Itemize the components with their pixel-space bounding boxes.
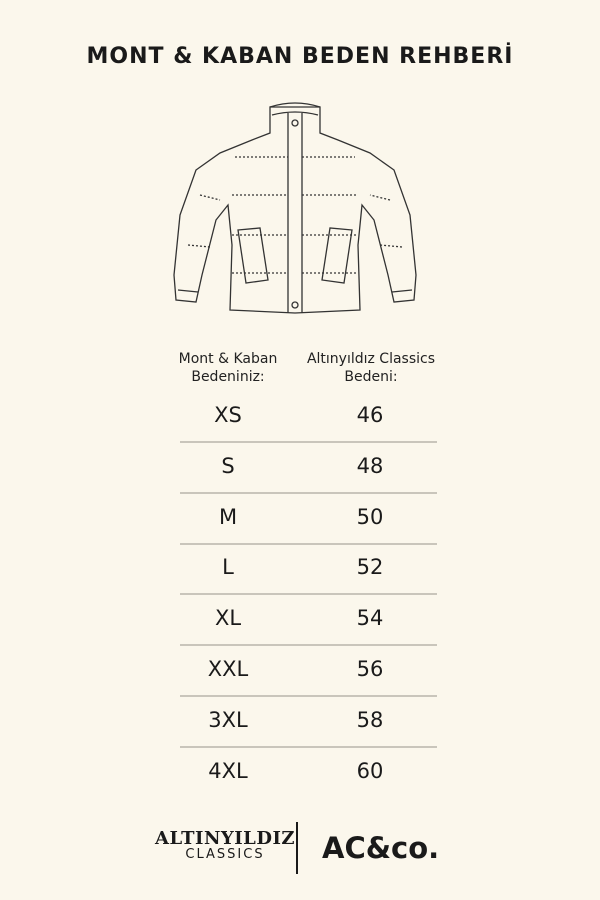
- puffer-jacket-illustration: [173, 102, 417, 314]
- altinyildiz-classics-logo: ALTINYILDIZ CLASSICS: [145, 828, 305, 862]
- logo1-main: ALTINYILDIZ: [154, 828, 296, 849]
- table-row: XL 54: [180, 593, 437, 647]
- ac-size: 54: [356, 606, 384, 631]
- your-size: XS: [214, 403, 242, 427]
- ac-size: 46: [356, 403, 384, 427]
- your-size: L: [222, 555, 234, 580]
- header-right-line1: Altınyıldız Classics: [306, 351, 436, 367]
- table-row: 3XL 58: [180, 695, 437, 748]
- header-ac-size: Altınyıldız Classics Bedeni:: [281, 350, 461, 386]
- page-title: MONT & KABAN BEDEN REHBERİ: [86, 44, 514, 69]
- header-right-line2: Bedeni:: [344, 369, 398, 385]
- ac-co-logo: AC&co.: [322, 831, 440, 865]
- your-size: S: [221, 453, 235, 478]
- header-your-size: Mont & Kaban Bedeniniz:: [138, 350, 318, 386]
- ac-size: 60: [356, 758, 384, 783]
- table-row: XXL 56: [180, 644, 437, 697]
- your-size: 4XL: [208, 758, 248, 783]
- logo1-sub: CLASSICS: [185, 847, 265, 862]
- your-size: XL: [214, 606, 242, 631]
- your-size: 3XL: [208, 707, 248, 732]
- ac-size: 48: [356, 453, 384, 478]
- table-row: M 50: [180, 492, 437, 545]
- table-row: XS 46: [180, 390, 437, 443]
- table-row: L 52: [180, 542, 437, 596]
- your-size: XXL: [207, 657, 249, 681]
- header-left-line2: Bedeniniz:: [191, 369, 265, 385]
- table-row: S 48: [180, 441, 437, 494]
- logo-divider: [296, 822, 298, 874]
- ac-size: 56: [356, 657, 384, 681]
- ac-size: 52: [356, 555, 384, 580]
- ac-size: 58: [356, 707, 384, 732]
- your-size: M: [218, 504, 238, 529]
- header-left-line1: Mont & Kaban: [178, 351, 278, 367]
- table-row: 4XL 60: [180, 746, 437, 797]
- ac-size: 50: [356, 504, 384, 529]
